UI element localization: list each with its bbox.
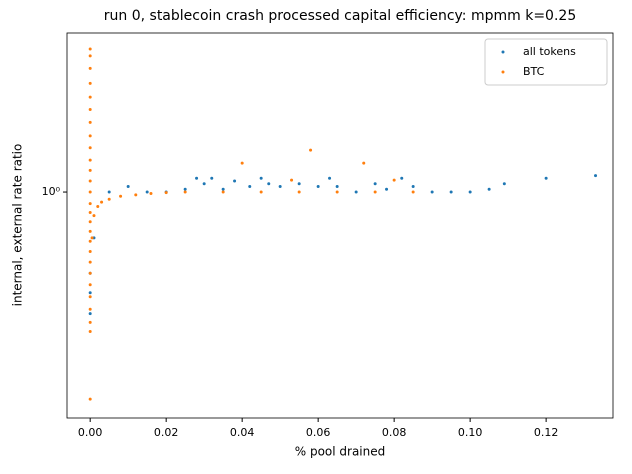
point	[88, 307, 92, 311]
point	[544, 176, 548, 180]
point	[88, 47, 92, 51]
point	[88, 66, 92, 70]
point	[373, 190, 377, 194]
point	[309, 148, 313, 152]
point	[119, 194, 123, 198]
point	[297, 190, 301, 194]
x-tick-label: 0.04	[230, 426, 255, 439]
point	[88, 146, 92, 150]
point	[259, 176, 263, 180]
point	[164, 191, 168, 195]
point	[354, 190, 358, 194]
point	[88, 54, 92, 58]
point	[297, 182, 301, 186]
point	[88, 320, 92, 324]
point	[449, 190, 453, 194]
point	[328, 176, 332, 180]
x-tick-label: 0.06	[306, 426, 331, 439]
point	[430, 190, 434, 194]
point	[88, 397, 92, 401]
point	[88, 250, 92, 254]
point	[88, 179, 92, 183]
point	[88, 158, 92, 162]
point	[88, 190, 92, 194]
point	[90, 236, 94, 240]
point	[411, 184, 415, 188]
point	[126, 184, 130, 188]
point	[392, 178, 396, 182]
point	[145, 190, 149, 194]
point	[335, 190, 339, 194]
point	[373, 182, 377, 186]
point	[88, 239, 92, 243]
point	[96, 205, 100, 209]
legend-box	[484, 38, 608, 86]
point	[385, 187, 389, 191]
point	[100, 200, 104, 204]
x-axis-label: % pool drained	[295, 445, 386, 459]
point	[134, 193, 138, 197]
y-axis-label: internal, external rate ratio	[11, 144, 25, 307]
point	[88, 95, 92, 99]
point	[502, 182, 506, 186]
point	[88, 291, 92, 295]
point	[88, 134, 92, 138]
point	[278, 184, 282, 188]
point	[149, 191, 153, 195]
y-tick-label: 10⁰	[42, 185, 61, 198]
plot-frame	[66, 32, 614, 419]
point	[221, 187, 225, 191]
point	[335, 184, 339, 188]
point	[88, 220, 92, 224]
legend-marker	[501, 70, 505, 74]
point	[107, 190, 111, 194]
point	[233, 179, 237, 183]
point	[400, 176, 404, 180]
legend-marker	[501, 50, 505, 54]
point	[248, 184, 252, 188]
point	[594, 174, 598, 178]
point	[202, 182, 206, 186]
legend-label: BTC	[523, 65, 545, 78]
x-tick-label: 0.08	[382, 426, 407, 439]
point	[92, 214, 96, 218]
point	[221, 190, 225, 194]
x-tick-label: 0.02	[154, 426, 179, 439]
point	[259, 190, 263, 194]
point	[290, 178, 294, 182]
point	[88, 330, 92, 334]
point	[195, 176, 199, 180]
x-tick-label: 0.12	[534, 426, 559, 439]
point	[411, 190, 415, 194]
point	[316, 184, 320, 188]
x-tick-label: 0.10	[458, 426, 483, 439]
point	[487, 187, 491, 191]
point	[362, 161, 366, 165]
point	[468, 190, 472, 194]
point	[107, 197, 111, 201]
point	[183, 190, 187, 194]
legend-label: all tokens	[523, 45, 576, 58]
point	[88, 81, 92, 85]
chart-title: run 0, stablecoin crash processed capita…	[104, 8, 576, 24]
point	[88, 107, 92, 111]
point	[88, 229, 92, 233]
point	[88, 168, 92, 172]
point	[267, 182, 271, 186]
point	[88, 211, 92, 215]
point	[88, 295, 92, 299]
point	[88, 260, 92, 264]
point	[88, 271, 92, 275]
point	[88, 312, 92, 316]
point	[183, 187, 187, 191]
point	[88, 120, 92, 124]
x-tick-label: 0.00	[78, 426, 103, 439]
point	[88, 283, 92, 287]
point	[240, 161, 244, 165]
point	[88, 202, 92, 206]
point	[210, 176, 214, 180]
